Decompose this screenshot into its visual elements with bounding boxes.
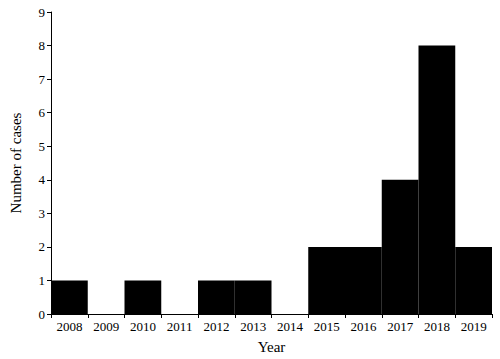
svg-text:2013: 2013 — [240, 319, 266, 334]
svg-text:8: 8 — [39, 38, 46, 53]
svg-text:2018: 2018 — [424, 319, 450, 334]
svg-text:9: 9 — [39, 5, 46, 20]
svg-text:2012: 2012 — [203, 319, 229, 334]
svg-text:4: 4 — [39, 172, 46, 187]
svg-text:2015: 2015 — [314, 319, 340, 334]
svg-text:2016: 2016 — [350, 319, 377, 334]
svg-text:Year: Year — [258, 339, 286, 355]
svg-text:1: 1 — [39, 273, 46, 288]
svg-text:2011: 2011 — [167, 319, 193, 334]
svg-text:2010: 2010 — [130, 319, 156, 334]
svg-text:6: 6 — [39, 105, 46, 120]
svg-text:2: 2 — [39, 239, 46, 254]
svg-text:7: 7 — [39, 72, 46, 87]
svg-text:0: 0 — [39, 307, 46, 322]
svg-text:2017: 2017 — [387, 319, 414, 334]
svg-text:3: 3 — [39, 206, 46, 221]
svg-text:Number of cases: Number of cases — [8, 112, 24, 213]
svg-text:2019: 2019 — [461, 319, 487, 334]
svg-text:5: 5 — [39, 139, 46, 154]
svg-text:2009: 2009 — [93, 319, 119, 334]
svg-text:2014: 2014 — [277, 319, 304, 334]
svg-text:2008: 2008 — [56, 319, 82, 334]
